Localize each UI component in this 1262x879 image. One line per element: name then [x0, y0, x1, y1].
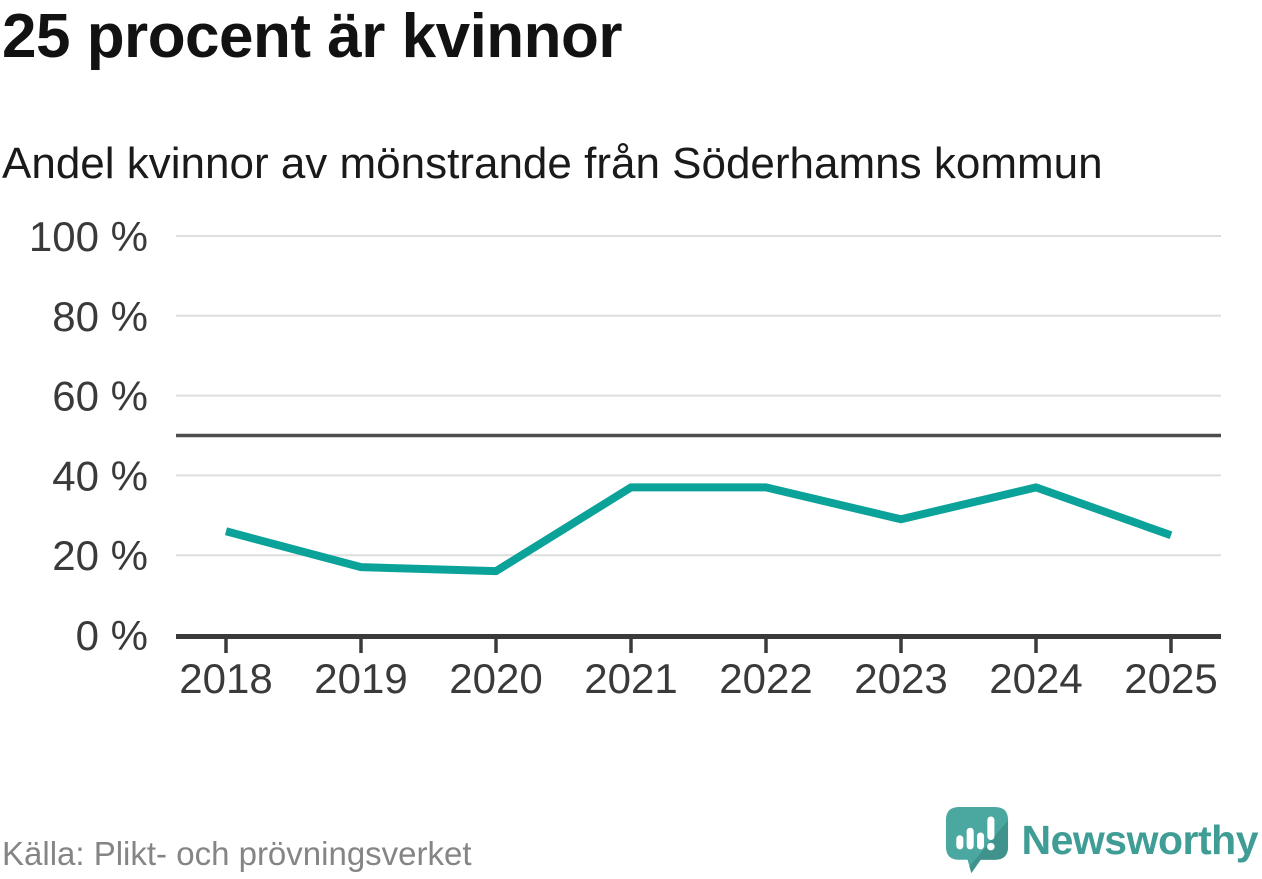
y-tick-label-80: 80 % [52, 293, 148, 340]
y-tick-label-60: 60 % [52, 373, 148, 420]
newsworthy-logo-icon [945, 807, 1008, 873]
x-tick-label-2024: 2024 [989, 655, 1082, 702]
y-tick-label-0: 0 % [76, 612, 148, 659]
newsworthy-logo-text: Newsworthy [1021, 816, 1259, 863]
y-tick-label-40: 40 % [52, 452, 148, 499]
y-tick-label-100: 100 % [29, 213, 148, 260]
chart-title: 25 procent är kvinnor [2, 2, 623, 71]
data-line [224, 483, 1173, 576]
x-tick-label-2020: 2020 [449, 655, 542, 702]
x-tick-label-2018: 2018 [179, 655, 272, 702]
newsworthy-logo: Newsworthy [945, 804, 1259, 876]
x-tick-label-2025: 2025 [1124, 655, 1217, 702]
source-note: Källa: Plikt- och prövningsverket [2, 835, 472, 872]
x-tick-label-2019: 2019 [314, 655, 407, 702]
x-tick-label-2022: 2022 [719, 655, 812, 702]
y-tick-label-20: 20 % [52, 532, 148, 579]
x-tick-label-2021: 2021 [584, 655, 677, 702]
x-tick-label-2023: 2023 [854, 655, 947, 702]
chart-subtitle: Andel kvinnor av mönstrande från Söderha… [2, 139, 1103, 188]
logo-bar-chart-icon [955, 816, 995, 851]
